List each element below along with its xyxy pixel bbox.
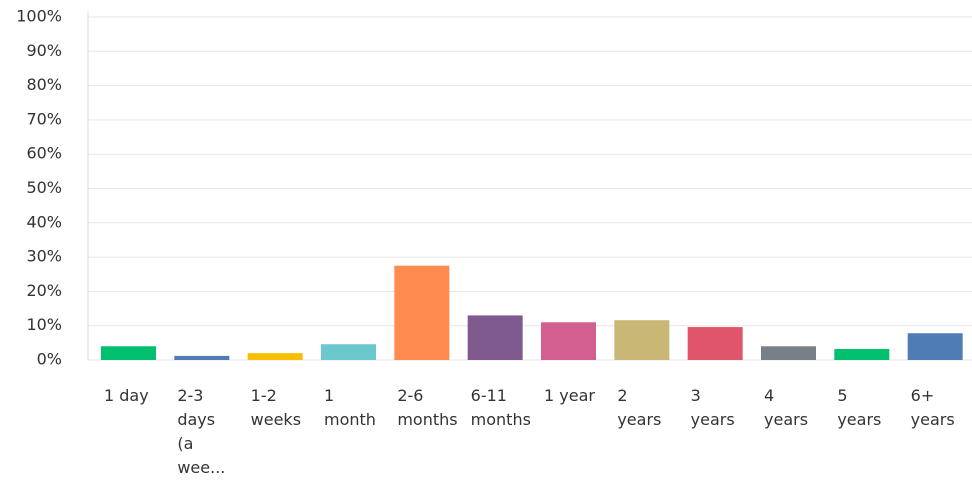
x-tick-label: 1 month <box>324 386 376 429</box>
y-tick-label: 50% <box>26 178 62 197</box>
bar <box>101 346 156 360</box>
y-tick-label: 100% <box>16 7 62 26</box>
bar <box>394 265 450 360</box>
x-tick-label: 2-3 days (a wee... <box>177 386 226 477</box>
y-tick-label: 20% <box>26 281 62 300</box>
y-tick-label: 0% <box>37 350 62 369</box>
x-tick-label: 2-6 months <box>397 386 458 429</box>
bar <box>687 327 743 360</box>
bar <box>761 346 816 360</box>
y-tick-label: 60% <box>26 144 62 163</box>
x-tick-label: 4 years <box>764 386 809 429</box>
bar <box>174 355 230 360</box>
x-tick-label: 1 year <box>544 386 595 405</box>
bar <box>541 322 596 360</box>
bar <box>467 315 523 360</box>
bar <box>321 344 376 360</box>
x-tick-label: 6+ years <box>910 386 955 429</box>
bar <box>907 333 963 360</box>
y-tick-label: 80% <box>26 75 62 94</box>
x-tick-label: 6-11 months <box>470 386 531 429</box>
bar <box>834 349 890 360</box>
bar <box>614 320 670 360</box>
x-tick-label: 1 day <box>104 386 149 405</box>
bar <box>247 353 303 360</box>
y-tick-label: 70% <box>26 109 62 128</box>
x-tick-label: 5 years <box>837 386 882 429</box>
y-tick-label: 90% <box>26 41 62 60</box>
x-tick-label: 1-2 weeks <box>250 386 302 429</box>
x-tick-label: 2 years <box>617 386 662 429</box>
y-tick-label: 40% <box>26 212 62 231</box>
y-tick-label: 10% <box>26 315 62 334</box>
y-tick-label: 30% <box>26 247 62 266</box>
x-tick-label: 3 years <box>690 386 735 429</box>
